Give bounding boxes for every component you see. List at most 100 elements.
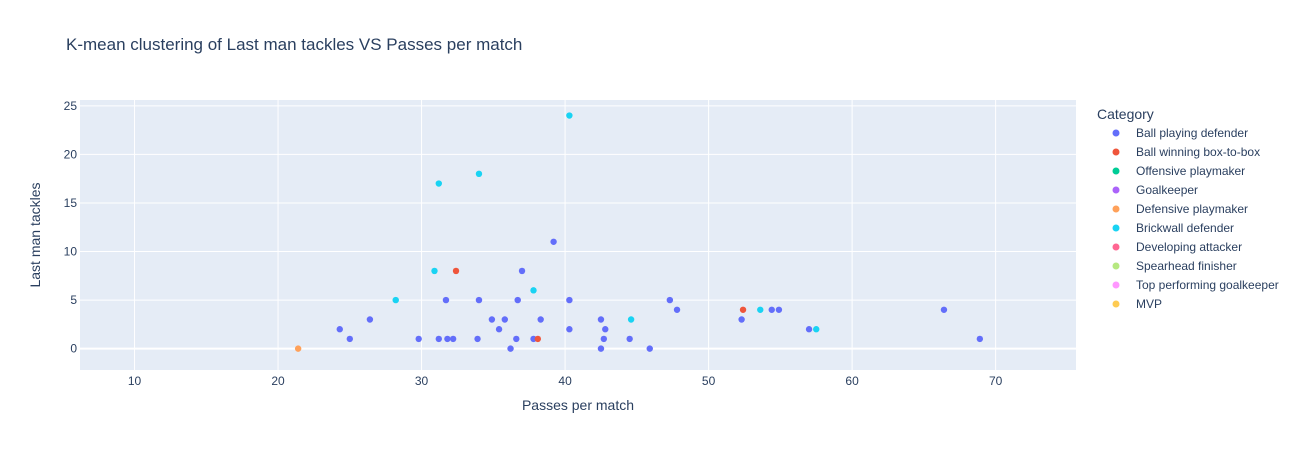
- legend-label: Developing attacker: [1136, 240, 1242, 254]
- data-point[interactable]: [646, 345, 653, 352]
- x-tick-label: 20: [271, 374, 285, 388]
- legend-marker: [1112, 300, 1120, 308]
- y-tick-label: 15: [64, 196, 78, 210]
- x-tick-label: 40: [558, 374, 572, 388]
- legend-marker: [1112, 186, 1120, 194]
- y-tick-label: 20: [64, 147, 78, 161]
- legend-item[interactable]: Developing attacker: [1112, 240, 1243, 254]
- data-point[interactable]: [627, 316, 635, 323]
- data-point[interactable]: [336, 326, 343, 333]
- legend-item[interactable]: Top performing goalkeeper: [1112, 278, 1279, 292]
- data-point[interactable]: [597, 316, 605, 323]
- y-tick-label: 10: [64, 245, 78, 259]
- data-point[interactable]: [507, 345, 514, 352]
- legend-marker: [1112, 129, 1120, 137]
- data-point[interactable]: [739, 306, 747, 313]
- legend-label: Goalkeeper: [1136, 183, 1198, 197]
- data-points[interactable]: [294, 112, 984, 352]
- data-point[interactable]: [775, 306, 783, 313]
- legend-label: Top performing goalkeeper: [1136, 278, 1279, 292]
- legend-item[interactable]: Goalkeeper: [1112, 183, 1199, 197]
- data-point[interactable]: [738, 316, 745, 323]
- y-tick-label: 5: [70, 293, 77, 307]
- data-point[interactable]: [530, 287, 537, 294]
- data-point[interactable]: [513, 335, 520, 343]
- legend-marker: [1112, 281, 1120, 289]
- data-point[interactable]: [452, 267, 460, 275]
- data-point[interactable]: [597, 345, 605, 352]
- x-gridlines: [134, 100, 997, 370]
- legend-item[interactable]: Ball playing defender: [1112, 126, 1249, 140]
- data-point[interactable]: [566, 112, 573, 119]
- data-point[interactable]: [501, 316, 509, 323]
- data-point[interactable]: [757, 306, 764, 313]
- chart-title: K-mean clustering of Last man tackles VS…: [66, 35, 522, 54]
- legend-item[interactable]: Offensive playmaker: [1112, 164, 1246, 178]
- x-tick-label: 30: [415, 374, 429, 388]
- data-point[interactable]: [666, 296, 674, 304]
- legend-item[interactable]: Defensive playmaker: [1112, 202, 1249, 216]
- y-tick-label: 0: [70, 342, 77, 356]
- data-point[interactable]: [392, 296, 399, 304]
- data-point[interactable]: [475, 296, 483, 304]
- x-tick-label: 10: [128, 374, 142, 388]
- data-point[interactable]: [976, 335, 984, 343]
- data-point[interactable]: [474, 335, 481, 343]
- legend-item[interactable]: Brickwall defender: [1112, 221, 1235, 235]
- legend-items[interactable]: Ball playing defender Ball winning box-to…: [1112, 126, 1279, 311]
- data-point[interactable]: [534, 335, 542, 343]
- data-point[interactable]: [566, 296, 573, 304]
- data-point[interactable]: [444, 335, 451, 343]
- data-point[interactable]: [435, 180, 442, 187]
- data-point[interactable]: [435, 335, 442, 343]
- legend-item[interactable]: Spearhead finisher: [1112, 259, 1237, 273]
- data-point[interactable]: [537, 316, 544, 323]
- legend-label: Defensive playmaker: [1136, 202, 1248, 216]
- data-point[interactable]: [673, 306, 681, 313]
- data-point[interactable]: [566, 326, 573, 333]
- data-point[interactable]: [495, 326, 503, 333]
- legend-marker: [1112, 243, 1120, 251]
- x-tick-labels: 10 20 30 40 50 60 70: [128, 374, 1003, 388]
- data-point[interactable]: [600, 335, 608, 343]
- data-point[interactable]: [366, 316, 374, 323]
- data-point[interactable]: [475, 170, 483, 178]
- legend-label: Offensive playmaker: [1136, 164, 1245, 178]
- legend-label: Ball playing defender: [1136, 126, 1248, 140]
- data-point[interactable]: [805, 326, 813, 333]
- y-tick-label: 25: [64, 99, 78, 113]
- data-point[interactable]: [813, 326, 820, 333]
- data-point[interactable]: [602, 326, 609, 333]
- legend-marker: [1112, 148, 1120, 156]
- legend-item[interactable]: Ball winning box-to-box: [1112, 145, 1261, 159]
- legend-label: MVP: [1136, 297, 1162, 311]
- data-point[interactable]: [415, 335, 422, 343]
- y-axis-label: Last man tackles: [27, 182, 43, 287]
- data-point[interactable]: [940, 306, 948, 313]
- data-point[interactable]: [346, 335, 354, 343]
- legend-title: Category: [1097, 106, 1154, 122]
- y-tick-labels: 0 5 10 15 20 25: [64, 99, 78, 356]
- data-point[interactable]: [488, 316, 496, 323]
- legend-marker: [1112, 205, 1120, 213]
- legend-marker: [1112, 224, 1120, 232]
- x-tick-label: 70: [989, 374, 1003, 388]
- data-point[interactable]: [518, 267, 526, 275]
- x-tick-label: 60: [845, 374, 859, 388]
- data-point[interactable]: [442, 296, 450, 304]
- data-point[interactable]: [626, 335, 633, 343]
- x-axis-label: Passes per match: [522, 397, 634, 413]
- data-point[interactable]: [449, 335, 457, 343]
- data-point[interactable]: [768, 306, 775, 313]
- data-point[interactable]: [294, 345, 302, 352]
- legend-item[interactable]: MVP: [1112, 297, 1163, 311]
- data-point[interactable]: [550, 238, 557, 245]
- legend-label: Ball winning box-to-box: [1136, 145, 1260, 159]
- data-point[interactable]: [431, 267, 438, 275]
- legend[interactable]: Category Ball playing defender Ball winni…: [1097, 106, 1279, 311]
- x-tick-label: 50: [702, 374, 716, 388]
- data-point[interactable]: [514, 296, 521, 304]
- plot-area: [80, 100, 1076, 370]
- y-gridlines: [80, 105, 1076, 350]
